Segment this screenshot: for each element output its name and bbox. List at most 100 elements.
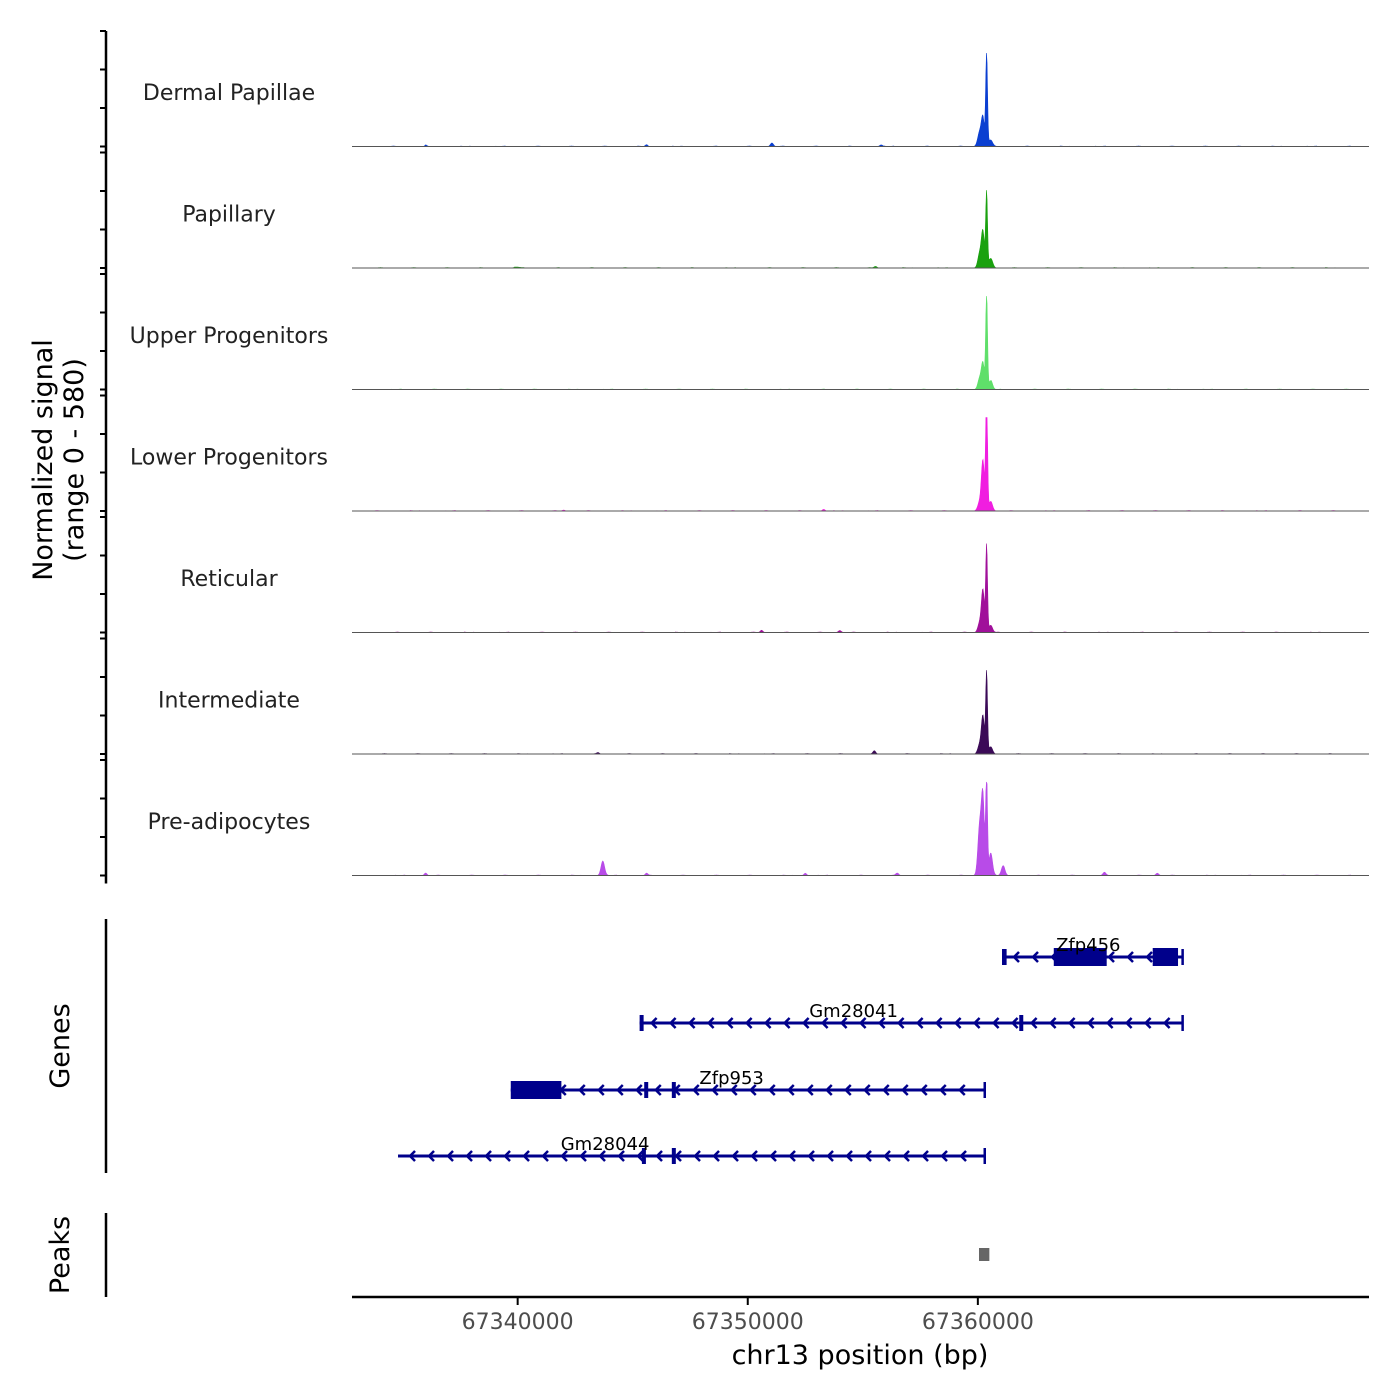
exon	[1053, 948, 1107, 966]
signal-y-axis	[100, 30, 108, 884]
strand-arrow	[919, 1084, 928, 1096]
coverage-area	[370, 52, 1351, 147]
coverage-track-0: Dermal Papillae	[143, 52, 1369, 147]
strand-arrow	[560, 1150, 568, 1162]
coverage-area	[370, 781, 1351, 876]
exon	[639, 1015, 644, 1031]
exon	[641, 1148, 646, 1164]
gene-Zfp953: Zfp953	[510, 1068, 986, 1099]
strand-arrow	[782, 1017, 791, 1029]
strand-arrow	[1048, 1017, 1057, 1029]
strand-arrow	[843, 1084, 852, 1096]
strand-arrow	[877, 1017, 886, 1029]
strand-arrow	[503, 1150, 511, 1162]
strand-arrow	[1107, 951, 1115, 963]
peak-region	[978, 1248, 990, 1261]
strand-arrow	[991, 1017, 1000, 1029]
strand-arrow	[687, 1017, 696, 1029]
strand-arrow	[769, 1150, 777, 1162]
coverage-track-5: Intermediate	[158, 670, 1369, 755]
coverage-track-2: Upper Progenitors	[130, 295, 1369, 390]
exon	[671, 1148, 676, 1164]
strand-arrow	[1029, 1017, 1038, 1029]
strand-arrow	[748, 1084, 757, 1096]
strand-arrow	[712, 1150, 720, 1162]
strand-arrow	[864, 1150, 872, 1162]
strand-arrow	[972, 1017, 981, 1029]
x-axis-title: chr13 position (bp)	[732, 1340, 989, 1371]
strand-arrow	[807, 1150, 815, 1162]
strand-arrow	[691, 1084, 700, 1096]
track-label: Reticular	[180, 567, 278, 592]
strand-arrow	[786, 1084, 795, 1096]
strand-arrow	[653, 1084, 662, 1096]
strand-arrow	[858, 1017, 867, 1029]
strand-arrow	[655, 1150, 663, 1162]
exon	[1152, 948, 1179, 966]
strand-arrow	[921, 1150, 929, 1162]
gene-Gm28041: Gm28041	[639, 1001, 1184, 1031]
coverage-track-1: Papillary	[182, 190, 1369, 269]
x-tick-label: 67350000	[692, 1310, 804, 1335]
strand-arrow	[1162, 1017, 1171, 1029]
x-tick-label: 67360000	[922, 1310, 1034, 1335]
strand-arrow	[649, 1017, 658, 1029]
exon	[671, 1082, 676, 1098]
strand-arrow	[900, 1084, 909, 1096]
exon	[1002, 949, 1007, 965]
strand-arrow	[617, 1150, 625, 1162]
gene-Gm28044: Gm28044	[398, 1134, 986, 1164]
strand-arrow	[465, 1150, 473, 1162]
strand-arrow	[767, 1084, 776, 1096]
coverage-track-3: Lower Progenitors	[130, 417, 1369, 512]
strand-arrow	[763, 1017, 772, 1029]
strand-arrow	[957, 1084, 966, 1096]
strand-arrow	[1010, 1017, 1019, 1029]
strand-arrow	[805, 1084, 814, 1096]
gene-Zfp456: Zfp456	[1002, 935, 1184, 966]
strand-arrow	[801, 1017, 810, 1029]
track-label: Dermal Papillae	[143, 81, 315, 106]
strand-arrow	[820, 1017, 829, 1029]
x-tick-label: 67340000	[462, 1310, 574, 1335]
strand-arrow	[953, 1017, 962, 1029]
strand-arrow	[788, 1150, 796, 1162]
strand-arrow	[579, 1150, 587, 1162]
strand-arrow	[693, 1150, 701, 1162]
coverage-area	[370, 543, 1351, 633]
exon	[644, 1082, 649, 1098]
strand-arrow	[1067, 1017, 1076, 1029]
coverage-tracks: Dermal Papillae Papillary Upper Progenitor…	[130, 52, 1369, 876]
strand-arrow	[541, 1150, 549, 1162]
strand-arrow	[845, 1150, 853, 1162]
peaks-axis-label: Peaks	[45, 1216, 76, 1294]
coverage-area	[370, 295, 1351, 390]
track-label: Papillary	[182, 203, 276, 228]
strand-arrow	[940, 1150, 948, 1162]
strand-arrow	[731, 1150, 739, 1162]
gene-annotation-track: Zfp456 Gm28041 Zfp953 Gm28044	[398, 935, 1184, 1164]
strand-arrow	[826, 1150, 834, 1162]
track-label: Intermediate	[158, 689, 300, 714]
strand-arrow	[915, 1017, 924, 1029]
gene-label: Gm28044	[561, 1134, 650, 1155]
strand-arrow	[883, 1150, 891, 1162]
strand-arrow	[896, 1017, 905, 1029]
coverage-area	[370, 670, 1351, 755]
coverage-track-4: Reticular	[180, 543, 1369, 633]
signal-y-axis-title: Normalized signal	[28, 339, 59, 581]
strand-arrow	[1031, 951, 1039, 963]
strand-arrow	[902, 1150, 910, 1162]
coverage-area	[370, 417, 1351, 512]
strand-arrow	[729, 1084, 738, 1096]
x-axis: 67340000 67350000 67360000	[462, 1297, 1034, 1335]
strand-arrow	[668, 1017, 677, 1029]
strand-arrow	[1143, 1017, 1152, 1029]
strand-arrow	[408, 1150, 416, 1162]
strand-arrow	[615, 1084, 624, 1096]
strand-arrow	[636, 1150, 644, 1162]
strand-arrow	[634, 1084, 643, 1096]
peaks-track	[978, 1248, 990, 1261]
strand-arrow	[750, 1150, 758, 1162]
